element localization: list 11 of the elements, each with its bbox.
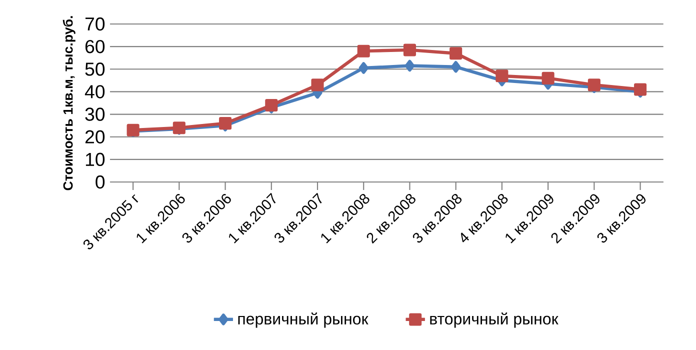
y-tick-label: 70 bbox=[85, 17, 105, 31]
legend-label: вторичный рынок bbox=[430, 312, 558, 328]
y-axis-title: Стоимость 1кв.м, тыс.руб. bbox=[62, 16, 76, 190]
y-tick-label: 0 bbox=[96, 175, 105, 189]
y-tick-label: 50 bbox=[85, 62, 105, 76]
y-tick-label: 60 bbox=[85, 40, 105, 54]
y-tick-label: 30 bbox=[85, 108, 105, 121]
legend-label: первичный рынок bbox=[238, 312, 368, 328]
y-tick-label: 40 bbox=[84, 85, 105, 98]
y-tick-label: 20 bbox=[85, 130, 105, 144]
y-tick-label: 10 bbox=[86, 152, 105, 166]
